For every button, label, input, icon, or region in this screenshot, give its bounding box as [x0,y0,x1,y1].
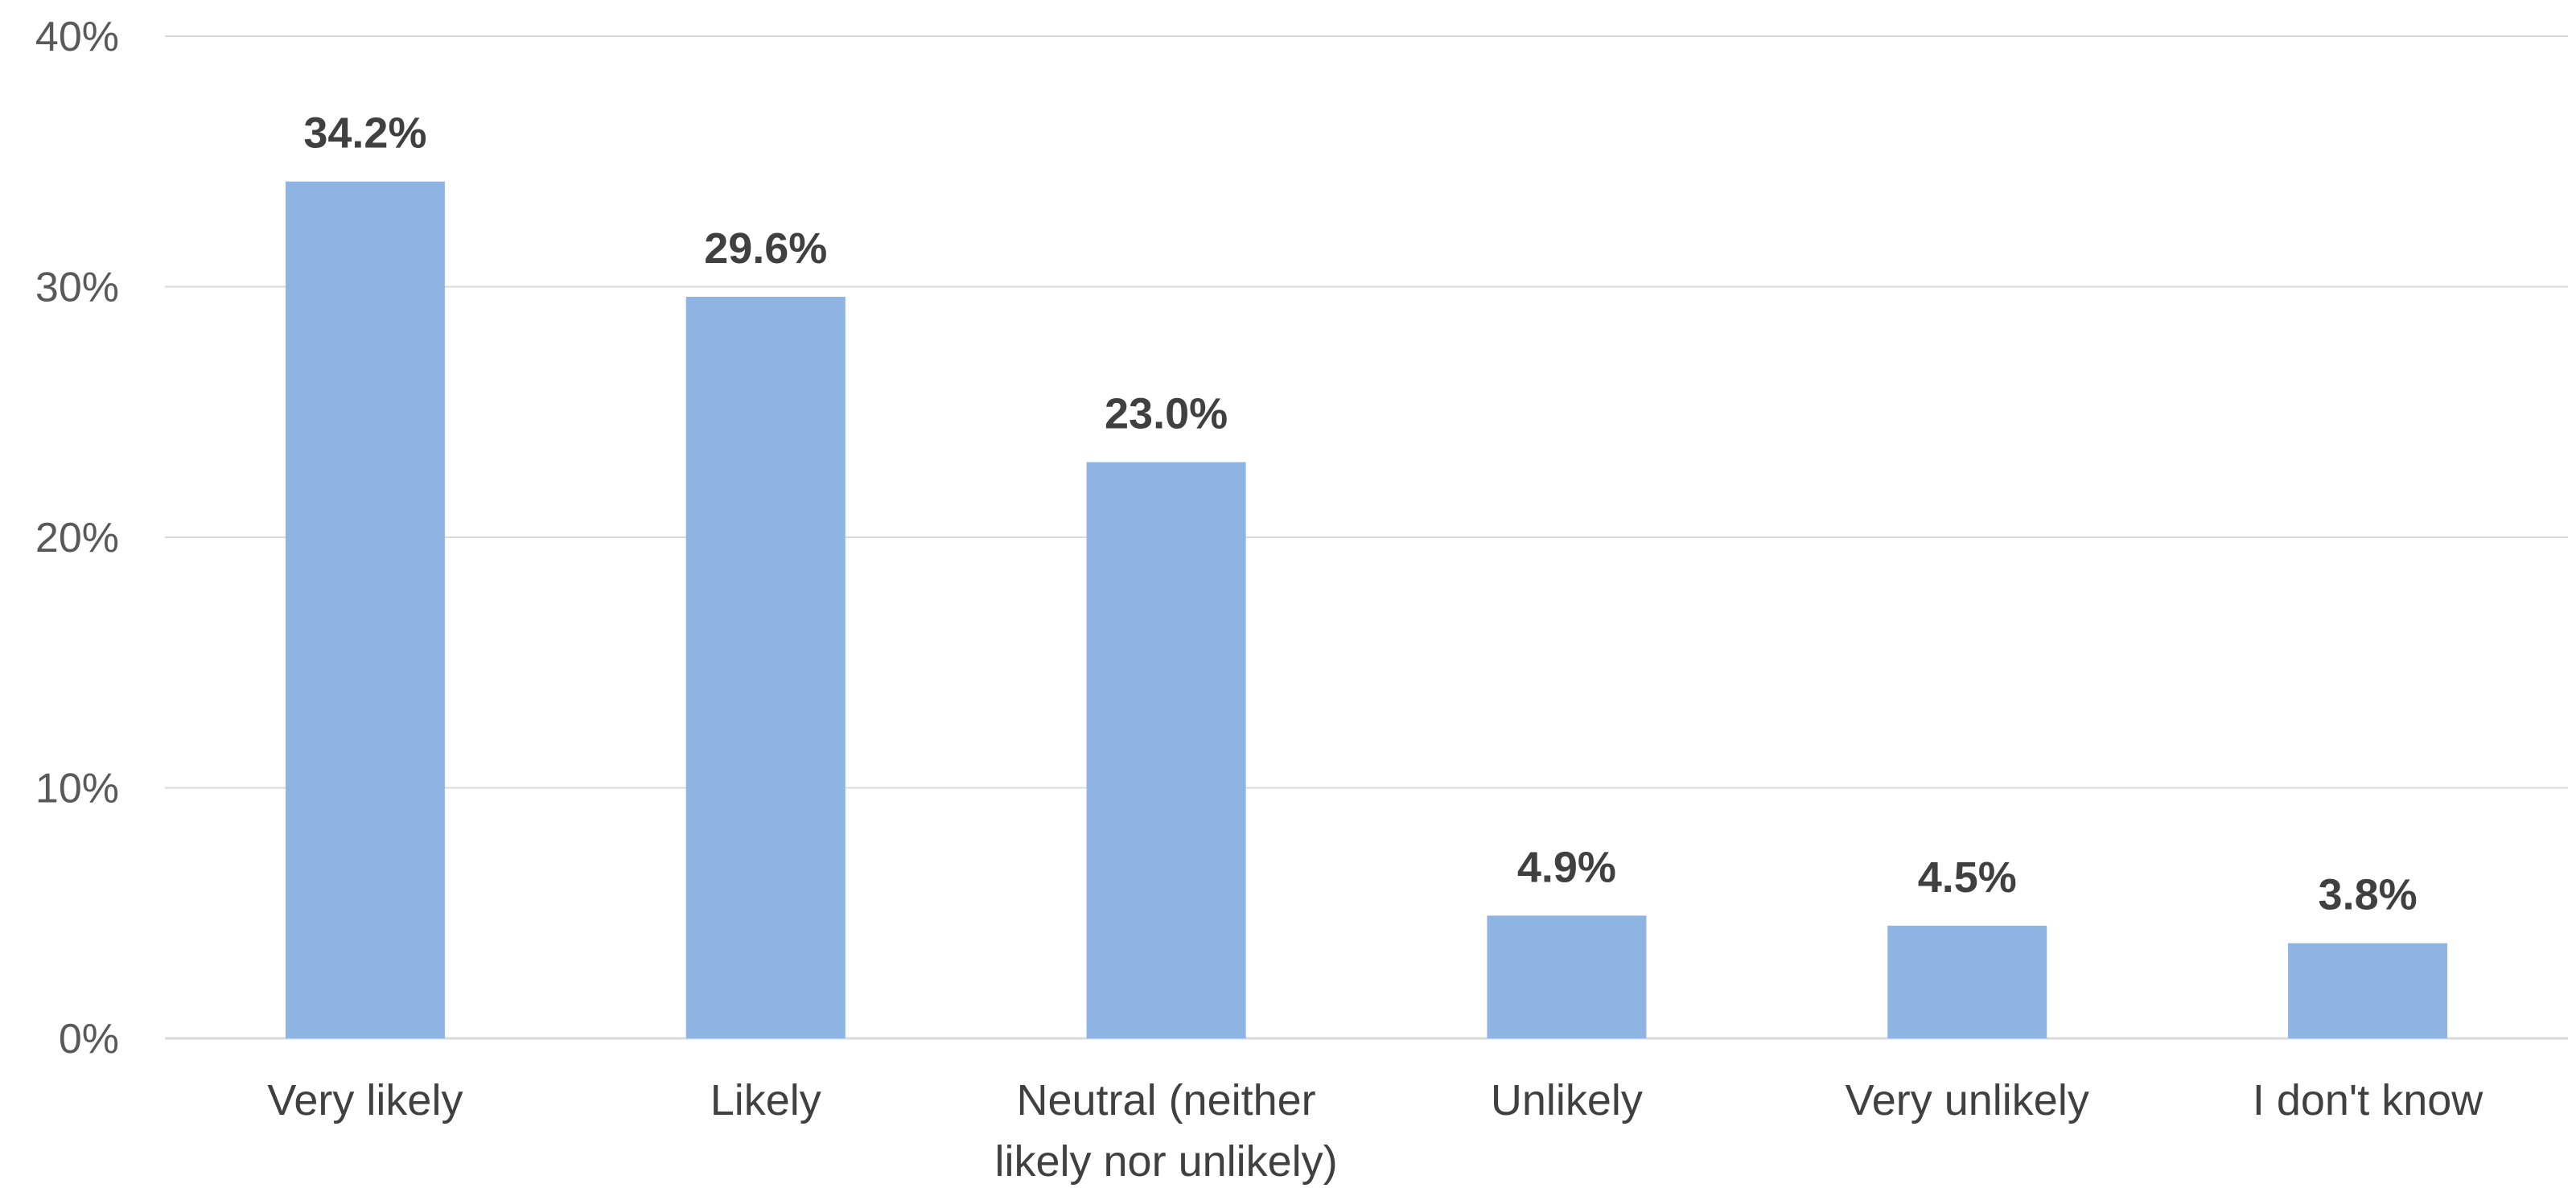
x-category-label: Likely [710,1076,821,1124]
bar [1086,462,1246,1038]
x-category-label: Neutral (neither [1016,1076,1315,1124]
bar [685,296,846,1039]
bars [285,181,2448,1039]
y-tick-label: 40% [35,14,119,60]
y-tick-label: 10% [35,766,119,812]
data-label: 4.9% [1517,843,1616,891]
data-label: 34.2% [303,109,426,158]
bar [1887,925,2047,1038]
data-labels: 34.2% 29.6% 23.0% 4.9% 4.5% 3.8% [303,109,2417,919]
y-tick-label: 20% [35,515,119,561]
gridlines [165,35,2568,1040]
bar [2288,943,2448,1038]
y-tick-label: 0% [59,1016,119,1063]
y-axis-ticks: 0% 10% 20% 30% 40% [35,14,119,1063]
data-label: 3.8% [2319,871,2418,919]
data-label: 23.0% [1105,390,1228,438]
bar [285,181,445,1038]
y-tick-label: 30% [35,265,119,311]
data-label: 4.5% [1918,853,2017,902]
x-axis-categories: Very likely Likely Neutral (neither likely … [267,1076,2483,1186]
x-category-label: Unlikely [1491,1076,1643,1124]
x-category-label: I don't know [2253,1076,2483,1124]
x-category-label: likely nor unlikely) [995,1137,1338,1186]
x-category-label: Very unlikely [1846,1076,2089,1124]
bar [1487,915,1647,1038]
data-label: 29.6% [704,224,827,273]
x-category-label: Very likely [267,1076,463,1124]
